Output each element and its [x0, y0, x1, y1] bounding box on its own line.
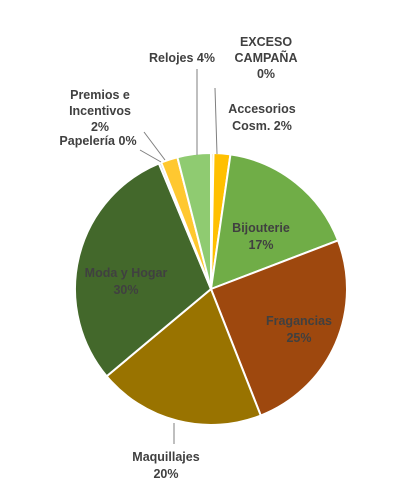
pie-slice-bijouterie	[209, 153, 340, 291]
slice-label-line: 20%	[153, 467, 178, 481]
slice-label-line: Fragancias	[266, 314, 332, 328]
slice-label-line: CAMPAÑA	[235, 50, 298, 65]
slice-label-papeleria: Papelería 0%	[59, 134, 136, 148]
slice-label-line: Accesorios	[228, 102, 295, 116]
leader-line-premios-incentivos	[143, 131, 166, 161]
pie-slice-fragancias	[209, 239, 348, 417]
slice-label-maquillajes: Maquillajes 20%	[132, 450, 199, 481]
pie-slices	[74, 151, 348, 426]
slice-label-moda-hogar: Moda y Hogar 30%	[85, 266, 168, 297]
slice-label-line: 2%	[91, 120, 109, 134]
slice-label-line: Relojes 4%	[149, 51, 215, 65]
slice-label-premios-incentivos: Premios e Incentivos 2%	[69, 88, 131, 134]
slice-label-line: EXCESO	[240, 35, 292, 49]
slice-label-line: 25%	[286, 331, 311, 345]
leader-line-papeleria	[139, 149, 162, 163]
slice-label-line: 30%	[113, 283, 138, 297]
slice-label-fragancias: Fragancias 25%	[266, 314, 332, 345]
slice-label-line: Bijouterie	[232, 221, 290, 235]
slice-label-line: Premios e	[70, 88, 130, 102]
slice-label-line: 0%	[257, 67, 275, 81]
pie-slice-relojes	[176, 151, 212, 290]
leader-line-exceso-campana	[214, 87, 218, 155]
slice-label-line: Moda y Hogar	[85, 266, 168, 280]
slice-label-line: Cosm. 2%	[232, 119, 292, 133]
slice-label-line: Papelería 0%	[59, 134, 136, 148]
slice-label-exceso-campana: EXCESO CAMPAÑA 0%	[235, 35, 298, 81]
slice-label-bijouterie: Bijouterie 17%	[232, 221, 290, 252]
slice-label-line: 17%	[248, 238, 273, 252]
slice-label-relojes: Relojes 4%	[149, 51, 215, 65]
slice-labels: EXCESO CAMPAÑA 0% Accesorios Cosm. 2% Bijoute…	[59, 35, 332, 481]
slice-label-line: Incentivos	[69, 104, 131, 118]
pie-slice-maquillajes	[105, 287, 263, 426]
slice-label-line: Maquillajes	[132, 450, 199, 464]
pie-slice-moda-hogar	[74, 162, 213, 378]
leader-lines	[139, 69, 218, 444]
slice-label-accesorios-cosm: Accesorios Cosm. 2%	[228, 102, 295, 133]
